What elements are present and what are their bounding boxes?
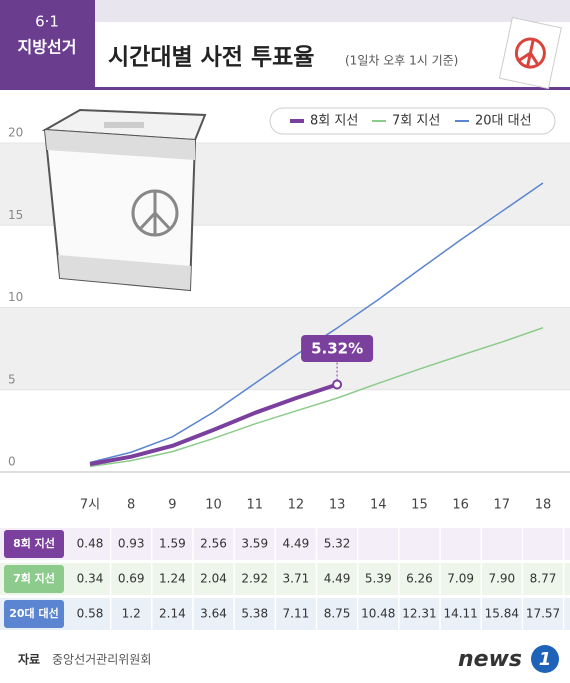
ballot-icon [498, 16, 562, 90]
y-tick-label: 0 [8, 455, 16, 469]
table-value: 1.59 [159, 537, 186, 551]
table-value: 2.56 [200, 537, 227, 551]
table-value: 1.2 [122, 607, 141, 621]
annotation-box [301, 335, 374, 362]
table-value: 3.64 [200, 607, 227, 621]
x-tick-label: 7시 [80, 498, 100, 513]
y-tick-label: 10 [8, 290, 23, 304]
x-tick-label: 9 [168, 498, 176, 513]
table-value: 12.31 [402, 607, 436, 621]
x-tick-label: 14 [370, 498, 387, 513]
legend-label: 8회 지선 [310, 114, 358, 129]
header-band [95, 0, 570, 22]
badge-sub: 지방선거 [18, 38, 77, 57]
y-tick-label: 15 [8, 208, 23, 222]
table-value: 15.84 [485, 607, 519, 621]
row-label-box [4, 565, 64, 593]
x-tick-label: 8 [127, 498, 135, 513]
table-value: 7.09 [447, 572, 474, 586]
x-tick-label: 17 [494, 498, 511, 513]
subtitle: (1일차 오후 1시 기준) [345, 54, 458, 68]
y-tick-label: 20 [8, 126, 23, 140]
table-row [0, 598, 570, 630]
table-row [0, 528, 570, 560]
badge-box [0, 0, 95, 90]
row-label: 7회 지선 [13, 571, 55, 585]
table-value: 0.93 [118, 537, 145, 551]
x-tick-label: 16 [452, 498, 469, 513]
table-value: 7.11 [283, 607, 310, 621]
legend-box [269, 107, 556, 135]
table-value: 10.48 [361, 607, 395, 621]
logo-circle [531, 645, 559, 673]
table-value: 17.57 [526, 607, 560, 621]
table-value: 0.48 [77, 537, 104, 551]
table-value: 7.90 [488, 572, 515, 586]
annotation-point [332, 379, 343, 390]
x-tick-label: 18 [535, 498, 552, 513]
grid-band [0, 307, 570, 390]
title: 시간대별 사전 투표율 [108, 45, 314, 71]
table-value: 2.14 [159, 607, 186, 621]
table-value: 6.26 [406, 572, 433, 586]
y-tick-label: 5 [8, 372, 16, 386]
badge: 6·1 [35, 13, 59, 31]
x-tick-label: 13 [329, 498, 346, 513]
table-value: 3.59 [241, 537, 268, 551]
row-label-box [4, 600, 64, 628]
x-tick-label: 10 [205, 498, 222, 513]
x-tick-label: 12 [288, 498, 305, 513]
series-line [89, 382, 338, 467]
row-label: 20대 대선 [9, 606, 59, 620]
table-value: 1.24 [159, 572, 186, 586]
logo-num: 1 [539, 649, 552, 670]
table-value: 2.04 [200, 572, 227, 586]
table-value: 4.49 [324, 572, 351, 586]
table-value: 2.92 [241, 572, 268, 586]
table-value: 0.69 [118, 572, 145, 586]
legend-label: 20대 대선 [475, 114, 532, 129]
x-tick-label: 15 [411, 498, 428, 513]
legend-label: 7회 지선 [392, 114, 440, 129]
logo: news [458, 647, 522, 672]
table-value: 5.39 [365, 572, 392, 586]
table-value: 4.49 [283, 537, 310, 551]
source-label: 자료 [18, 652, 40, 667]
table-value: 5.32 [324, 537, 351, 551]
table-value: 0.34 [77, 572, 104, 586]
table-value: 5.38 [241, 607, 268, 621]
source: 중앙선거관리위원회 [52, 653, 151, 667]
table-row [0, 563, 570, 595]
table-value: 3.71 [283, 572, 310, 586]
table-value: 0.58 [77, 607, 104, 621]
annotation: 5.32% [311, 340, 363, 358]
table-value: 8.75 [324, 607, 351, 621]
ballot-box [41, 108, 207, 292]
row-label: 8회 지선 [13, 536, 55, 550]
table-value: 14.11 [443, 607, 477, 621]
series-line [89, 327, 544, 468]
header-rule [0, 87, 570, 90]
table-value: 8.77 [530, 572, 557, 586]
x-tick-label: 11 [246, 498, 263, 513]
row-label-box [4, 530, 64, 558]
